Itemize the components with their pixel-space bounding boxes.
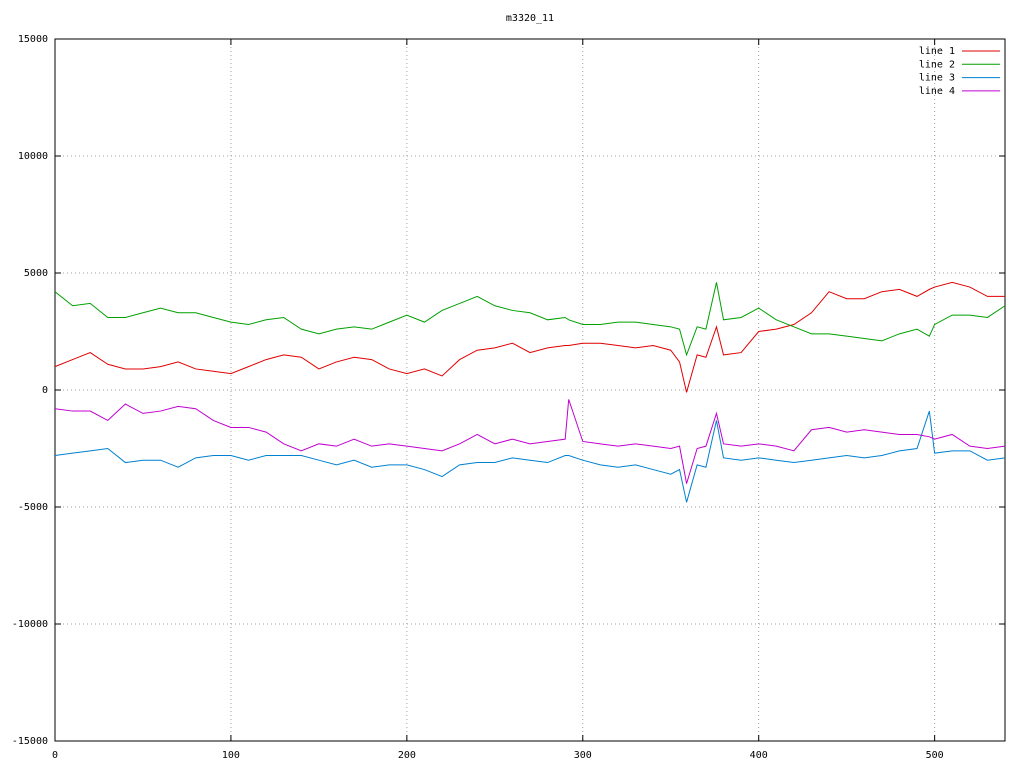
- x-tick-label: 300: [574, 750, 592, 761]
- x-tick-label: 500: [926, 750, 944, 761]
- legend-label: line 4: [919, 86, 955, 97]
- y-tick-label: 15000: [18, 34, 48, 45]
- x-tick-label: 200: [398, 750, 416, 761]
- data-line: [54, 281, 1005, 393]
- x-tick-label: 100: [222, 750, 240, 761]
- y-tick-label: 10000: [18, 151, 48, 162]
- y-tick-label: -15000: [12, 736, 48, 747]
- plot-frame: [54, 38, 1006, 742]
- chart-title: m3320_11: [506, 13, 554, 24]
- legend-label: line 1: [919, 46, 955, 57]
- x-tick-label: 0: [52, 750, 58, 761]
- data-line: [54, 399, 1006, 484]
- x-tick-label: 400: [750, 750, 768, 761]
- data-line: [54, 410, 1006, 503]
- y-tick-label: 5000: [24, 268, 48, 279]
- data-line: [54, 282, 1006, 357]
- y-tick-label: 0: [42, 385, 48, 396]
- y-tick-label: -5000: [18, 502, 48, 513]
- y-tick-label: -10000: [12, 619, 48, 630]
- legend-label: line 2: [919, 59, 955, 70]
- legend-label: line 3: [919, 73, 955, 84]
